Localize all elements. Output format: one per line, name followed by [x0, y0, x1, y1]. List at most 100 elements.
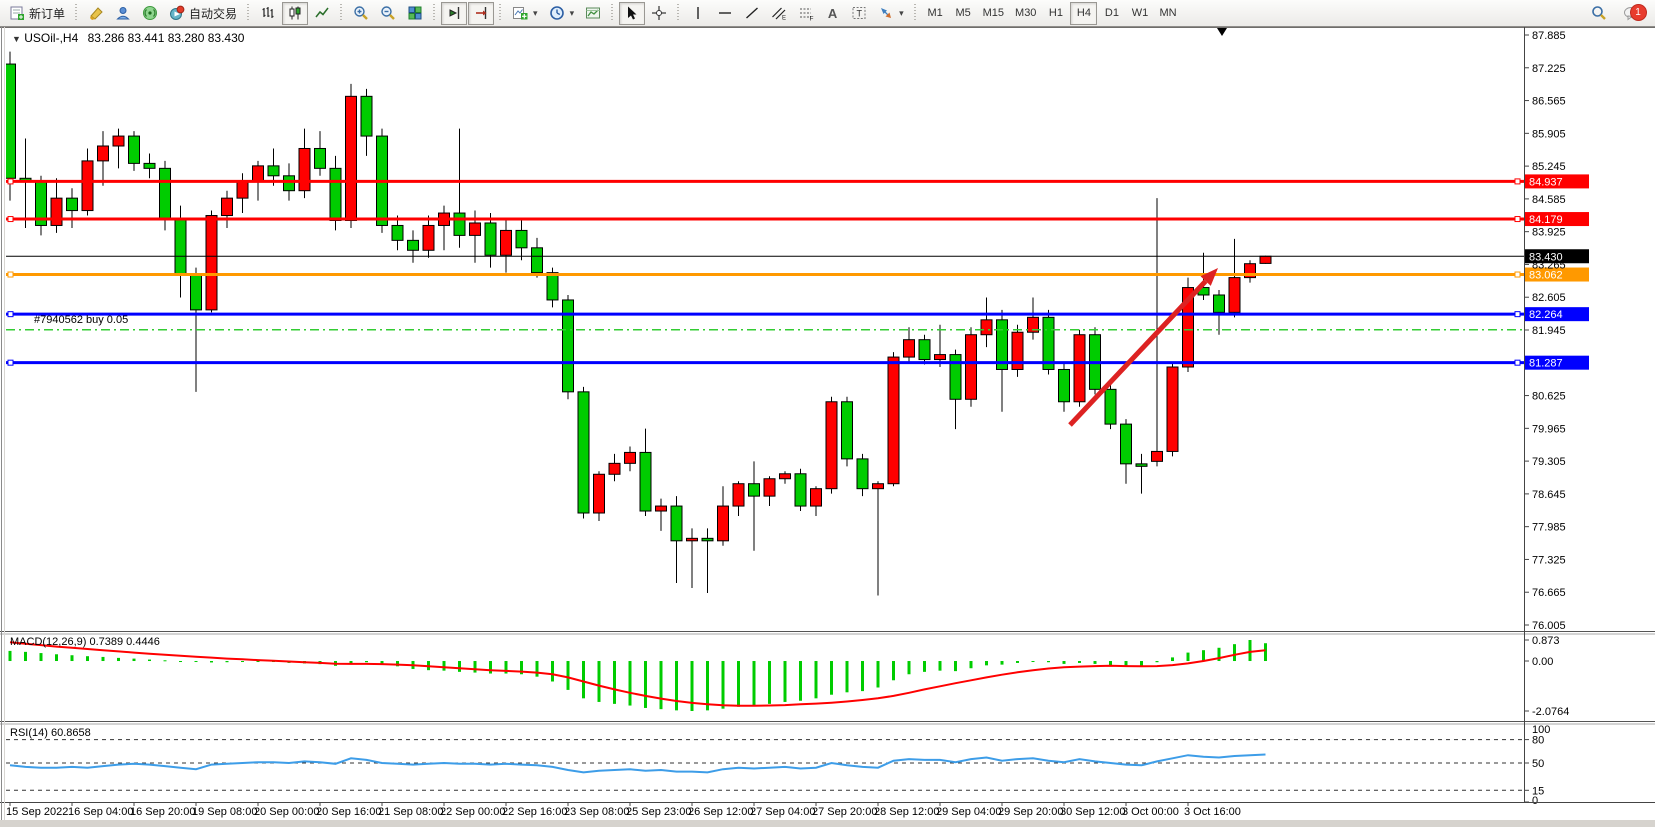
chart-shift-marker[interactable]: [1217, 28, 1227, 36]
candlestick-mode-button[interactable]: [282, 1, 309, 25]
price-axis[interactable]: [1525, 27, 1655, 802]
market-watch-button[interactable]: [110, 2, 136, 25]
new-order-button[interactable]: 新订单: [4, 2, 70, 25]
time-tick-label: 21 Sep 08:00: [378, 806, 443, 818]
line-endpoint-handle[interactable]: [7, 178, 14, 185]
text-label-tool-button[interactable]: T: [846, 2, 872, 25]
line-endpoint-handle[interactable]: [7, 271, 14, 278]
time-tick-label: 19 Sep 08:00: [192, 806, 257, 818]
macd-histogram-bar: [783, 661, 787, 702]
candle-body: [1027, 316, 1039, 333]
time-tick-label: 3 Oct 16:00: [1184, 806, 1241, 818]
candle-body: [1182, 287, 1194, 368]
macd-histogram-bar: [597, 661, 601, 702]
candle-body: [686, 537, 698, 542]
svg-text:T: T: [857, 9, 863, 19]
macd-histogram-bar: [892, 661, 895, 681]
candle-body: [190, 274, 202, 311]
zoom-in-button[interactable]: [348, 2, 374, 25]
macd-histogram-bar: [1062, 661, 1066, 664]
fibonacci-tool-button[interactable]: F: [793, 2, 819, 25]
chart-shift-button[interactable]: [468, 1, 495, 25]
timeframe-h1-button[interactable]: H1: [1042, 2, 1069, 25]
timeframe-m30-button[interactable]: M30: [1010, 2, 1041, 25]
chart-properties-button[interactable]: [580, 2, 606, 25]
channel-tool-button[interactable]: E: [766, 2, 792, 25]
macd-histogram-bar: [39, 653, 43, 662]
macd-histogram-bar: [706, 661, 709, 711]
line-chart-mode-button[interactable]: [309, 2, 335, 25]
zoom-out-button[interactable]: [375, 2, 401, 25]
line-endpoint-handle[interactable]: [7, 359, 14, 366]
timeframe-d1-button[interactable]: D1: [1098, 2, 1125, 25]
time-tick-label: 22 Sep 00:00: [440, 806, 505, 818]
price-tick-label: 76.005: [1532, 620, 1566, 632]
candle-body: [174, 217, 187, 276]
timeframe-w1-button[interactable]: W1: [1126, 2, 1153, 25]
macd-histogram-bar: [1264, 643, 1267, 662]
add-indicator-button[interactable]: ▾: [507, 2, 543, 25]
profile-icon: [116, 7, 130, 20]
tile-windows-button[interactable]: [402, 2, 428, 25]
chart-plot-area[interactable]: [6, 28, 1524, 631]
trend-arrow-annotation[interactable]: [1068, 279, 1208, 427]
price-tick-label: 77.985: [1532, 522, 1566, 534]
timeframe-m1-button[interactable]: M1: [922, 2, 949, 25]
level-price-label-box: [1525, 212, 1589, 227]
macd-tick-label: 0.873: [1532, 635, 1560, 647]
horizontal-line-tool-button[interactable]: [712, 2, 738, 25]
time-tick-label: 28 Sep 12:00: [874, 806, 939, 818]
periods-button[interactable]: ▾: [544, 2, 580, 25]
toolbar-grip: [497, 4, 505, 22]
timeframe-m15-button[interactable]: M15: [978, 2, 1009, 25]
styler-button[interactable]: [83, 2, 109, 25]
line-endpoint-handle[interactable]: [1514, 271, 1521, 278]
price-tick-label: 82.605: [1532, 292, 1566, 304]
candle-body: [1058, 368, 1070, 403]
bar-chart-mode-button[interactable]: [255, 2, 281, 25]
text-tool-button[interactable]: A: [820, 2, 845, 25]
line-endpoint-handle[interactable]: [7, 311, 14, 318]
timeframe-m5-button[interactable]: M5: [950, 2, 977, 25]
line-endpoint-handle[interactable]: [1514, 359, 1521, 366]
crosshair-tool-button[interactable]: [646, 2, 672, 25]
svg-text:F: F: [810, 16, 814, 22]
line-endpoint-handle[interactable]: [7, 216, 14, 223]
auto-scroll-button[interactable]: [441, 1, 468, 25]
macd-histogram-bar: [86, 656, 89, 662]
candle-body: [283, 175, 295, 192]
macd-histogram-bar: [241, 661, 244, 663]
trendline-icon: [746, 7, 759, 19]
trendline-tool-button[interactable]: [739, 2, 765, 25]
search-icon: [1592, 6, 1606, 20]
macd-histogram-bar: [225, 661, 229, 663]
candle-body: [128, 135, 140, 164]
arrows-tool-button[interactable]: ▾: [873, 2, 909, 25]
line-endpoint-handle[interactable]: [1514, 311, 1521, 318]
rsi-tick-label: 15: [1532, 785, 1544, 797]
time-axis[interactable]: [0, 803, 1655, 821]
rsi-tick-label: 50: [1532, 758, 1544, 770]
tile-windows-icon: [408, 6, 422, 20]
timeframe-h4-button[interactable]: H4: [1070, 1, 1098, 25]
macd-histogram-bar: [1233, 644, 1236, 662]
line-endpoint-handle[interactable]: [1514, 216, 1521, 223]
horizontal-line-icon: [719, 12, 732, 14]
macd-histogram-bar: [985, 661, 988, 666]
time-tick-label: 26 Sep 12:00: [688, 806, 753, 818]
timeframe-mn-button[interactable]: MN: [1154, 2, 1181, 25]
candle-body: [562, 299, 574, 393]
signals-button[interactable]: [137, 2, 163, 25]
macd-histogram-bar: [1186, 652, 1190, 662]
auto-trading-button[interactable]: 自动交易: [164, 2, 242, 25]
candle-body: [934, 354, 946, 361]
vertical-line-tool-button[interactable]: [685, 2, 711, 25]
macd-histogram-bar: [504, 661, 508, 674]
candle-body: [639, 451, 652, 512]
notifications-button[interactable]: 1: [1613, 2, 1651, 25]
search-button[interactable]: [1586, 2, 1612, 25]
level-price-label-box: [1525, 355, 1589, 370]
line-endpoint-handle[interactable]: [1514, 178, 1521, 185]
cursor-tool-button[interactable]: [619, 1, 646, 25]
